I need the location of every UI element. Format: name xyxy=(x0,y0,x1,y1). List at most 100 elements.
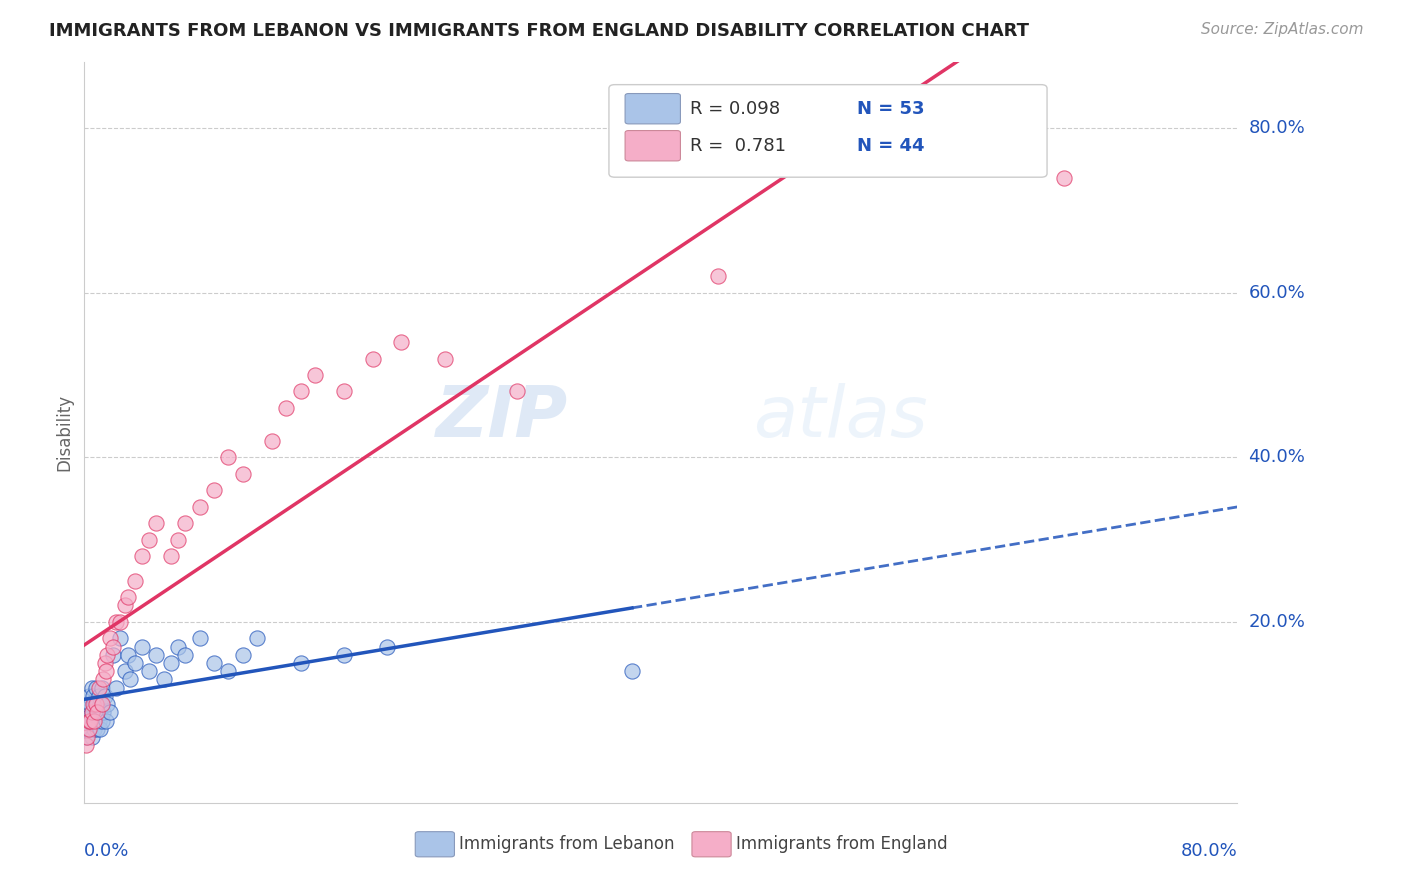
Point xyxy=(83,714,105,728)
Point xyxy=(75,730,97,744)
Point xyxy=(145,516,167,530)
Point xyxy=(160,549,183,563)
Point xyxy=(138,533,160,547)
Point xyxy=(83,697,105,711)
Point xyxy=(114,664,136,678)
Point xyxy=(87,689,110,703)
FancyBboxPatch shape xyxy=(626,94,681,124)
Point xyxy=(218,664,240,678)
Point xyxy=(91,706,114,720)
Point xyxy=(167,533,190,547)
Point xyxy=(86,722,108,736)
Point xyxy=(276,401,298,415)
Point xyxy=(160,656,183,670)
Text: R = 0.098: R = 0.098 xyxy=(690,100,780,118)
Point xyxy=(84,714,107,728)
Point xyxy=(90,714,112,728)
Point xyxy=(103,648,124,662)
Point xyxy=(86,697,108,711)
Point xyxy=(105,615,128,629)
Text: atlas: atlas xyxy=(754,384,928,452)
Point xyxy=(167,640,190,654)
Text: Immigrants from Lebanon: Immigrants from Lebanon xyxy=(460,835,675,853)
Point xyxy=(77,714,100,728)
Point xyxy=(77,722,100,736)
Point xyxy=(98,706,121,720)
Point xyxy=(103,640,124,654)
Point xyxy=(98,632,121,646)
Text: ZIP: ZIP xyxy=(436,384,568,452)
Point xyxy=(117,648,139,662)
Point xyxy=(188,500,211,514)
Text: 80.0%: 80.0% xyxy=(1181,842,1237,860)
Point xyxy=(89,697,111,711)
Point xyxy=(77,689,100,703)
Point xyxy=(79,722,101,736)
Point xyxy=(202,656,225,670)
Text: N = 44: N = 44 xyxy=(856,137,924,155)
Point xyxy=(75,706,97,720)
Point xyxy=(707,269,730,284)
Point xyxy=(75,738,97,752)
Text: IMMIGRANTS FROM LEBANON VS IMMIGRANTS FROM ENGLAND DISABILITY CORRELATION CHART: IMMIGRANTS FROM LEBANON VS IMMIGRANTS FR… xyxy=(49,22,1029,40)
Point xyxy=(110,632,132,646)
Point xyxy=(124,656,146,670)
Point xyxy=(120,673,142,687)
Text: N = 53: N = 53 xyxy=(856,100,924,118)
Point xyxy=(232,467,254,481)
Point xyxy=(188,632,211,646)
Point xyxy=(94,714,117,728)
Point xyxy=(506,384,529,399)
Point xyxy=(246,632,269,646)
Text: 0.0%: 0.0% xyxy=(84,842,129,860)
Point xyxy=(202,483,225,498)
Point xyxy=(87,681,110,695)
Point xyxy=(91,673,114,687)
Point xyxy=(79,697,101,711)
Point xyxy=(94,664,117,678)
Point xyxy=(86,706,108,720)
Point xyxy=(152,673,174,687)
Point xyxy=(82,714,104,728)
Point xyxy=(76,730,98,744)
Text: Source: ZipAtlas.com: Source: ZipAtlas.com xyxy=(1201,22,1364,37)
Point xyxy=(174,648,197,662)
Point xyxy=(621,664,644,678)
Point xyxy=(131,549,153,563)
Point xyxy=(82,689,104,703)
Point xyxy=(117,590,139,604)
Text: 20.0%: 20.0% xyxy=(1249,613,1305,631)
Point xyxy=(87,714,110,728)
Point xyxy=(76,697,98,711)
Point xyxy=(290,656,312,670)
Point xyxy=(290,384,312,399)
Text: Immigrants from England: Immigrants from England xyxy=(735,835,948,853)
FancyBboxPatch shape xyxy=(626,130,681,161)
Point xyxy=(80,706,103,720)
Point xyxy=(93,689,115,703)
Text: R =  0.781: R = 0.781 xyxy=(690,137,786,155)
FancyBboxPatch shape xyxy=(692,831,731,857)
Point xyxy=(333,384,356,399)
Point xyxy=(232,648,254,662)
Point xyxy=(138,664,160,678)
Point xyxy=(82,697,104,711)
Point xyxy=(76,722,98,736)
Point xyxy=(124,574,146,588)
Point xyxy=(375,640,398,654)
Point xyxy=(80,681,103,695)
Point xyxy=(83,722,105,736)
Point xyxy=(145,648,167,662)
Point xyxy=(90,697,112,711)
Text: 60.0%: 60.0% xyxy=(1249,284,1305,301)
Point xyxy=(93,656,115,670)
Point xyxy=(77,714,100,728)
Point xyxy=(110,615,132,629)
Text: 80.0%: 80.0% xyxy=(1249,120,1305,137)
Point xyxy=(89,722,111,736)
Text: 40.0%: 40.0% xyxy=(1249,449,1305,467)
Point xyxy=(260,434,283,448)
Point xyxy=(333,648,356,662)
Point xyxy=(84,681,107,695)
Point xyxy=(391,335,413,350)
